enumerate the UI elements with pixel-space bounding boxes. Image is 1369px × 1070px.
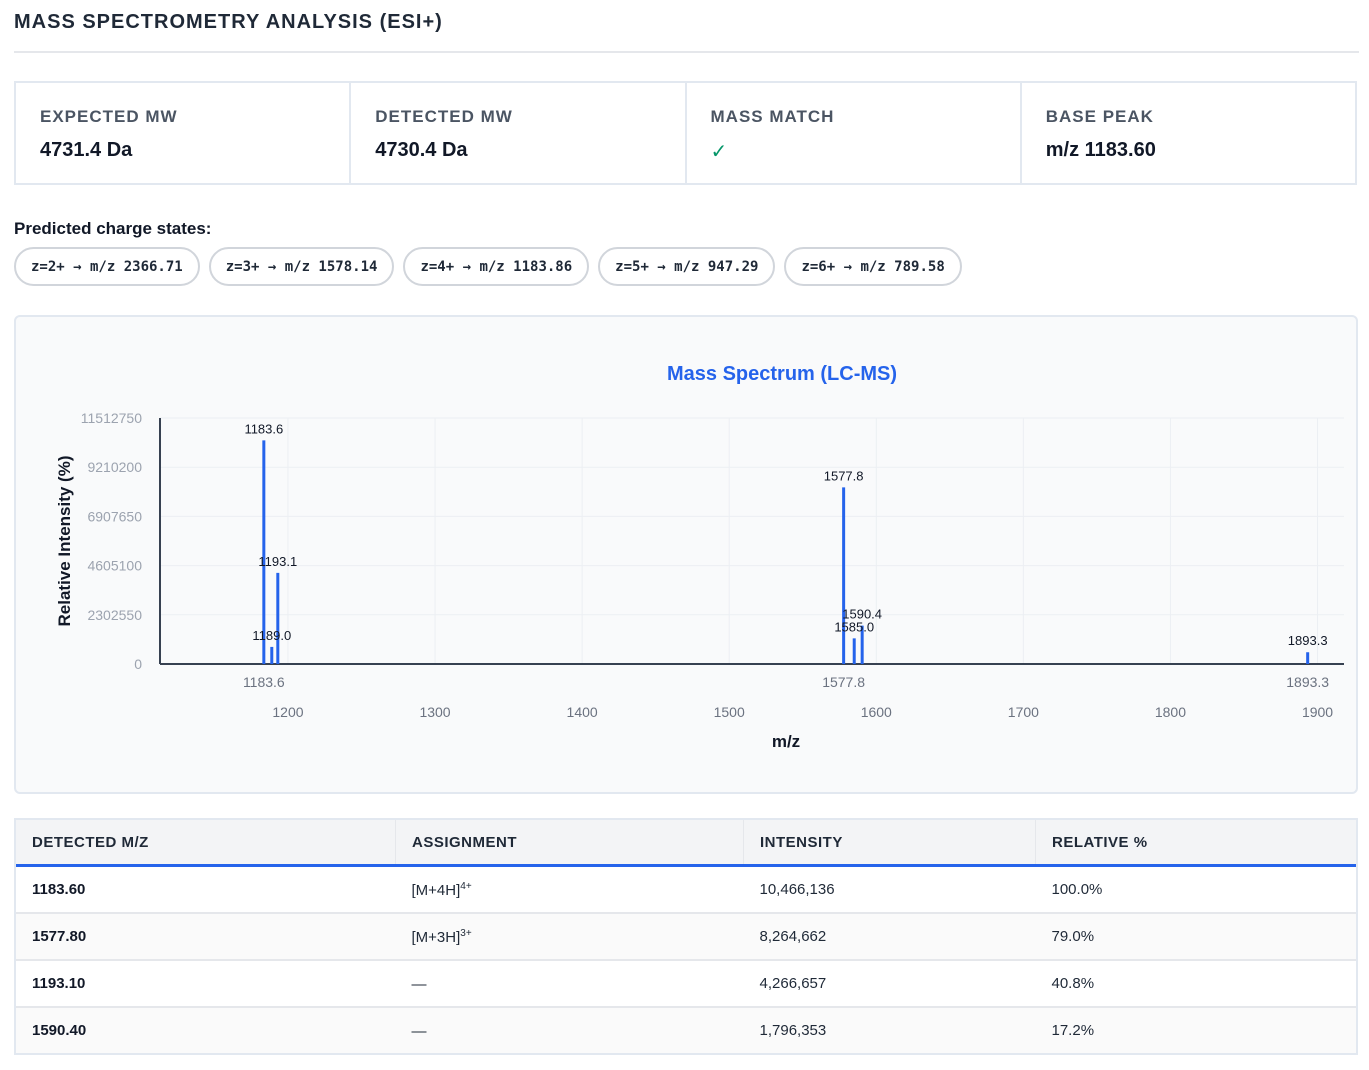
charge-state-chip: z=6+ → m/z 789.58 (784, 247, 962, 286)
check-icon: ✓ (710, 141, 728, 163)
cell-assignment: — (395, 960, 744, 1008)
y-tick-label: 2302550 (87, 607, 142, 623)
charge-state-chips: z=2+ → m/z 2366.71 z=3+ → m/z 1578.14 z=… (14, 247, 971, 286)
peak-label: 1590.4 (842, 607, 882, 622)
x-tick-label: 1400 (567, 704, 598, 720)
peak-tick-label: 1577.8 (822, 674, 865, 690)
table-row: 1577.80 [M+3H]3+ 8,264,662 79.0% (16, 913, 1356, 961)
charge-state-chip: z=3+ → m/z 1578.14 (208, 247, 395, 286)
x-tick-label: 1500 (714, 704, 745, 720)
cell-mz: 1193.10 (16, 960, 396, 1008)
stat-value: 4731.4 Da (40, 139, 133, 161)
cell-mz: 1590.40 (16, 1007, 396, 1053)
stat-detected-mw: DETECTED MW 4730.4 Da (351, 83, 687, 183)
peak-tick-label: 1183.6 (243, 674, 285, 690)
assignment-text: — (411, 975, 427, 993)
stat-label: DETECTED MW (375, 107, 513, 126)
x-tick-label: 1200 (272, 704, 303, 720)
table-header-row: DETECTED M/Z ASSIGNMENT INTENSITY RELATI… (16, 820, 1356, 867)
stat-value: 4730.4 Da (375, 139, 468, 161)
column-header: ASSIGNMENT (395, 820, 744, 867)
charge-superscript: 4+ (460, 880, 472, 892)
x-tick-label: 1300 (419, 704, 450, 720)
page-title: MASS SPECTROMETRY ANALYSIS (ESI+) (14, 11, 443, 33)
charge-state-chip: z=2+ → m/z 2366.71 (14, 247, 200, 286)
cell-relative: 17.2% (1035, 1007, 1356, 1053)
table-row: 1193.10 — 4,266,657 40.8% (16, 960, 1356, 1008)
title-divider (14, 51, 1359, 53)
column-header: INTENSITY (743, 820, 1036, 867)
peak-label: 1189.0 (252, 628, 291, 643)
x-axis-label: m/z (772, 732, 800, 751)
assignment-text: — (411, 1022, 427, 1040)
stat-label: MASS MATCH (710, 107, 835, 126)
stat-expected-mw: EXPECTED MW 4731.4 Da (16, 83, 352, 183)
cell-relative: 40.8% (1035, 960, 1356, 1008)
cell-relative: 100.0% (1035, 865, 1356, 914)
peak-label: 1183.6 (244, 421, 283, 436)
cell-assignment: [M+4H]4+ (395, 865, 744, 914)
x-tick-label: 1900 (1302, 704, 1333, 720)
y-axis-label: Relative Intensity (%) (55, 456, 74, 627)
cell-intensity: 1,796,353 (743, 1007, 1036, 1053)
charge-state-chip: z=5+ → m/z 947.29 (598, 247, 776, 286)
cell-assignment: — (395, 1007, 744, 1053)
peak-label: 1893.3 (1288, 633, 1328, 648)
peak-label: 1193.1 (258, 554, 297, 569)
y-tick-label: 11512750 (81, 410, 142, 426)
charge-superscript: 3+ (460, 927, 472, 939)
cell-intensity: 4,266,657 (743, 960, 1036, 1008)
stat-mass-match: MASS MATCH ✓ (687, 83, 1022, 183)
charge-state-chip: z=4+ → m/z 1183.86 (403, 247, 590, 286)
x-tick-label: 1600 (861, 704, 892, 720)
peak-tick-label: 1893.3 (1286, 674, 1329, 690)
y-tick-label: 6907650 (87, 508, 142, 524)
y-tick-label: 9210200 (87, 459, 142, 475)
cell-mz: 1183.60 (16, 865, 396, 914)
cell-intensity: 10,466,136 (743, 865, 1036, 914)
cell-intensity: 8,264,662 (743, 913, 1036, 961)
stat-label: BASE PEAK (1045, 107, 1154, 126)
stat-value: m/z 1183.60 (1045, 139, 1156, 161)
y-tick-label: 0 (134, 656, 142, 672)
column-header: DETECTED M/Z (16, 820, 396, 867)
table-row: 1183.60 [M+4H]4+ 10,466,136 100.0% (16, 865, 1356, 914)
charge-states-heading: Predicted charge states: (14, 219, 212, 238)
assignment-text: [M+3H] (411, 928, 461, 946)
x-tick-label: 1700 (1008, 704, 1039, 720)
peaks-table: DETECTED M/Z ASSIGNMENT INTENSITY RELATI… (14, 818, 1358, 1055)
table-row: 1590.40 — 1,796,353 17.2% (16, 1007, 1356, 1053)
stat-base-peak: BASE PEAK m/z 1183.60 (1022, 83, 1355, 183)
column-header: RELATIVE % (1035, 820, 1356, 867)
peak-label: 1585.0 (834, 619, 874, 634)
assignment-text: [M+4H] (411, 881, 461, 899)
y-tick-label: 4605100 (87, 558, 142, 574)
peak-label: 1577.8 (824, 468, 864, 483)
summary-stats: EXPECTED MW 4731.4 Da DETECTED MW 4730.4… (14, 81, 1357, 185)
cell-assignment: [M+3H]3+ (395, 913, 744, 961)
cell-mz: 1577.80 (16, 913, 396, 961)
cell-relative: 79.0% (1035, 913, 1356, 961)
stat-label: EXPECTED MW (40, 107, 178, 126)
chart-title: Mass Spectrum (LC-MS) (667, 363, 897, 385)
x-tick-label: 1800 (1155, 704, 1186, 720)
mass-spectrum-chart: Mass Spectrum (LC-MS) 0 2302550 4605100 6907… (14, 315, 1358, 794)
